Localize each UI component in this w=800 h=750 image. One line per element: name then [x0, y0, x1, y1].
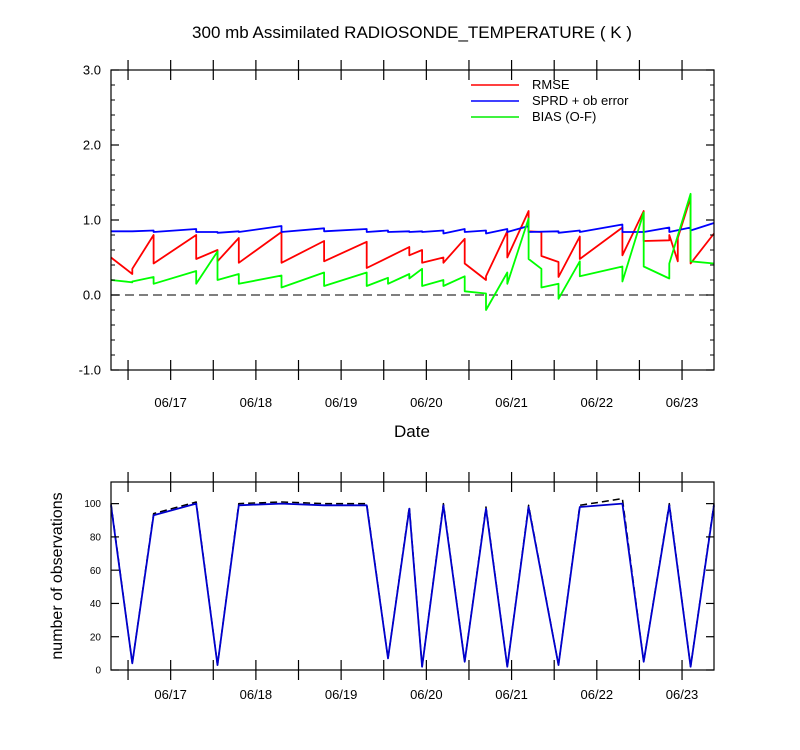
x-tick-label: 06/23	[666, 395, 699, 410]
x-tick-label: 06/17	[154, 395, 187, 410]
bottom-ticks-layer: 0 20 40 60 80 100 06/17 06/18 06/19 06/20 06/21 06/…	[84, 472, 714, 702]
series-line-sprd-ob-error	[111, 222, 715, 235]
x-axis-label: Date	[394, 422, 430, 441]
legend-label-bias: BIAS (O-F)	[532, 109, 596, 124]
top-series-layer	[110, 192, 715, 311]
x-tick-label: 06/18	[240, 395, 273, 410]
x-tick-label: 06/20	[410, 395, 443, 410]
chart-title: 300 mb Assimilated RADIOSONDE_TEMPERATUR…	[192, 23, 632, 42]
y-tick-label: 100	[84, 499, 101, 510]
y-tick-label: 0	[95, 666, 101, 677]
y-axis-label-observations: number of observations	[49, 492, 66, 659]
x-tick-label: 06/19	[325, 687, 358, 702]
x-tick-label: 06/23	[666, 687, 699, 702]
y-tick-label: -1.0	[79, 363, 101, 378]
x-tick-label: 06/21	[495, 395, 528, 410]
x-tick-label: 06/19	[325, 395, 358, 410]
y-tick-label: 60	[90, 566, 102, 577]
y-tick-label: 1.0	[83, 213, 101, 228]
top-plot-frame	[110, 69, 715, 371]
legend-label-rmse: RMSE	[532, 77, 570, 92]
x-tick-label: 06/18	[240, 687, 273, 702]
x-tick-label: 06/22	[581, 395, 614, 410]
bottom-chart: 0 20 40 60 80 100 06/17 06/18 06/19 06/20 06/21 06/…	[49, 472, 715, 702]
top-ticks-layer: -1.0 0.0 1.0 2.0 3.0 06/17 06/18 06/19 06/20 06/2…	[79, 60, 714, 410]
series-line-assimilated	[110, 502, 715, 668]
x-tick-label: 06/17	[154, 687, 187, 702]
y-tick-label: 3.0	[83, 63, 101, 78]
y-tick-label: 40	[90, 599, 102, 610]
top-chart: 300 mb Assimilated RADIOSONDE_TEMPERATUR…	[79, 23, 715, 441]
series-line-bias-o-f	[110, 192, 715, 311]
x-tick-label: 06/22	[581, 687, 614, 702]
series-line-rmse	[110, 196, 715, 281]
y-tick-label: 2.0	[83, 138, 101, 153]
x-tick-label: 06/20	[410, 687, 443, 702]
legend-label-sprd: SPRD + ob error	[532, 93, 629, 108]
bottom-plot-frame	[110, 481, 715, 671]
y-tick-label: 80	[90, 533, 102, 544]
series-line-possible	[110, 497, 715, 668]
y-tick-label: 20	[90, 632, 102, 643]
x-tick-label: 06/21	[495, 687, 528, 702]
legend: RMSE SPRD + ob error BIAS (O-F)	[471, 77, 629, 124]
y-tick-label: 0.0	[83, 288, 101, 303]
bottom-series-layer	[110, 497, 715, 668]
